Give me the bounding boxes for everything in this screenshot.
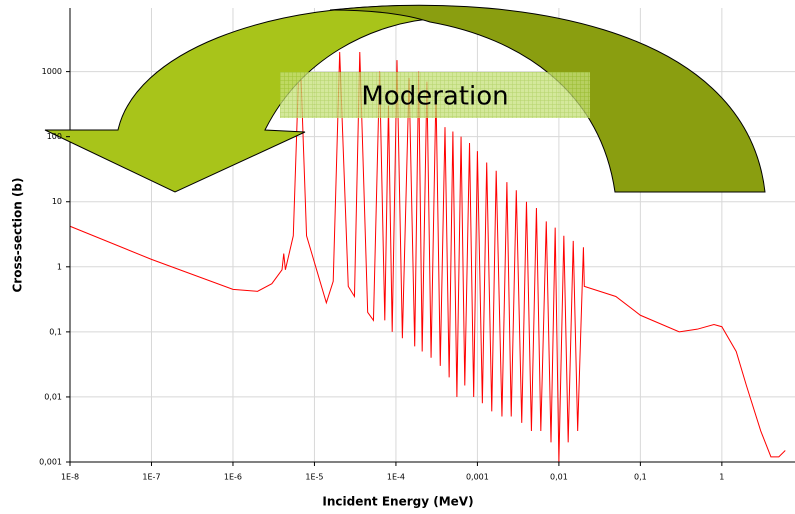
y-tick-label: 10 — [52, 197, 62, 206]
y-tick-label: 100 — [47, 132, 62, 141]
x-tick-label: 1E-4 — [387, 473, 405, 482]
x-tick-label: 1 — [719, 473, 724, 482]
x-tick-label: 0,01 — [550, 473, 568, 482]
y-axis-title: Cross-section (b) — [11, 177, 25, 292]
annotation: Moderation — [361, 82, 508, 112]
moderation-arrow-right — [329, 4, 766, 193]
x-tick-label: 1E-5 — [305, 473, 323, 482]
annotation-box — [280, 72, 590, 118]
y-tick-label: 0,01 — [44, 392, 62, 401]
x-tick-label: 0,001 — [466, 473, 489, 482]
x-tick-label: 1E-8 — [61, 473, 79, 482]
x-tick-label: 1E-6 — [224, 473, 242, 482]
y-tick-label: 1000 — [42, 67, 62, 76]
x-axis-title: Incident Energy (MeV) — [322, 495, 473, 509]
y-tick-label: 0,001 — [39, 458, 62, 467]
y-tick-label: 0,1 — [49, 327, 62, 336]
x-tick-label: 1E-7 — [142, 473, 160, 482]
y-tick-label: 1 — [57, 262, 62, 271]
x-tick-label: 0,1 — [634, 473, 647, 482]
cross-section-line — [69, 40, 786, 463]
moderation-arrow-left — [44, 5, 441, 193]
